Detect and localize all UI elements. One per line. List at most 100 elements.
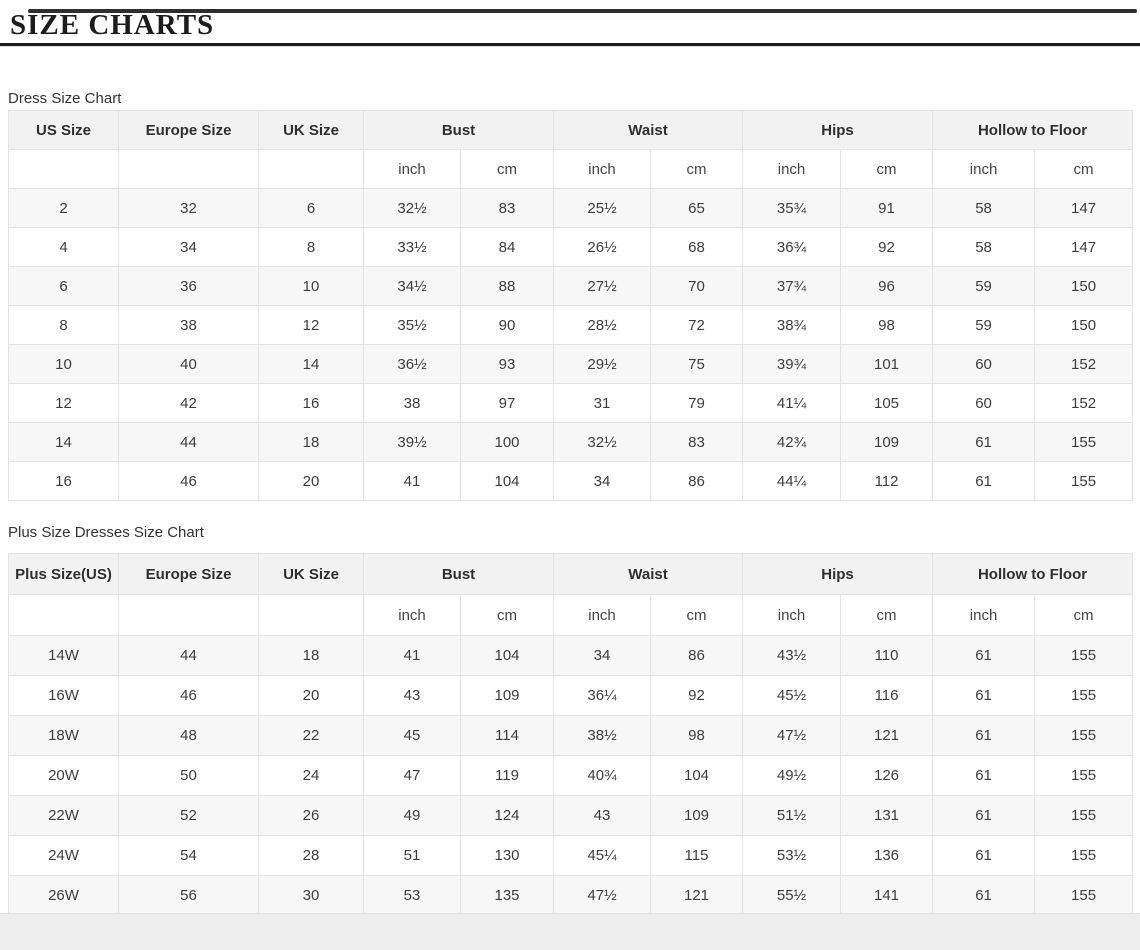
table-cell: 53½ <box>742 835 842 876</box>
empty-header-cell <box>8 594 119 636</box>
table-cell: 100 <box>460 422 554 462</box>
table-cell: 41 <box>363 635 461 676</box>
dress-size-chart-table: US Size Europe Size UK Size Bust Waist Hips Ho… <box>8 110 1134 501</box>
table-cell: 75 <box>649 344 744 384</box>
table-row: 24W 54 28 51 130 45¼ 115 53½ 136 61 155 <box>8 835 1134 876</box>
table-cell: 150 <box>1034 266 1134 306</box>
table-cell: 86 <box>649 461 744 501</box>
unit-header-row: inch cm inch cm inch cm inch cm <box>8 594 1134 636</box>
table-cell: 155 <box>1034 715 1134 756</box>
table-cell: 32 <box>118 188 259 228</box>
unit-header: cm <box>1034 594 1134 636</box>
table-cell: 32½ <box>553 422 651 462</box>
top-border-strip <box>28 9 1137 13</box>
table-cell: 109 <box>649 795 744 836</box>
table-cell: 49 <box>363 795 461 836</box>
table-cell: 88 <box>460 266 554 306</box>
table-cell: 55½ <box>742 875 842 916</box>
table-cell: 83 <box>460 188 554 228</box>
column-header: Waist <box>552 110 744 150</box>
table-cell: 93 <box>460 344 554 384</box>
table-cell: 36¾ <box>742 227 842 267</box>
table-cell: 32½ <box>363 188 461 228</box>
column-header: UK Size <box>258 110 364 150</box>
table-cell: 124 <box>460 795 554 836</box>
table-cell: 35¾ <box>742 188 842 228</box>
table-cell: 98 <box>649 715 744 756</box>
table-cell: 14W <box>8 635 119 676</box>
table-cell: 31 <box>553 383 651 423</box>
unit-header: inch <box>553 149 651 189</box>
column-header: Europe Size <box>118 553 259 595</box>
table-cell: 46 <box>118 675 259 716</box>
table-cell: 130 <box>460 835 554 876</box>
table-cell: 61 <box>932 875 1036 916</box>
table-cell: 10 <box>8 344 119 384</box>
table-cell: 79 <box>649 383 744 423</box>
table-cell: 20 <box>258 461 364 501</box>
table-cell: 97 <box>460 383 554 423</box>
table-cell: 121 <box>649 875 744 916</box>
table-cell: 45½ <box>742 675 842 716</box>
table-cell: 29½ <box>553 344 651 384</box>
column-header: Waist <box>552 553 744 595</box>
table-cell: 152 <box>1034 344 1134 384</box>
table-cell: 50 <box>118 755 259 796</box>
table-cell: 37¾ <box>742 266 842 306</box>
table-cell: 121 <box>840 715 934 756</box>
table-cell: 152 <box>1034 383 1134 423</box>
table-cell: 61 <box>932 422 1036 462</box>
header-row: Plus Size(US) Europe Size UK Size Bust Waist… <box>8 553 1134 595</box>
table-cell: 51 <box>363 835 461 876</box>
table-cell: 147 <box>1034 188 1134 228</box>
table-cell: 155 <box>1034 795 1134 836</box>
unit-header-row: inch cm inch cm inch cm inch cm <box>8 149 1134 189</box>
table-cell: 72 <box>649 305 744 345</box>
table-cell: 47½ <box>742 715 842 756</box>
table-cell: 34½ <box>363 266 461 306</box>
table-cell: 110 <box>840 635 934 676</box>
table-row: 22W 52 26 49 124 43 109 51½ 131 61 155 <box>8 795 1134 836</box>
table-cell: 49½ <box>742 755 842 796</box>
table-cell: 86 <box>649 635 744 676</box>
unit-header: inch <box>742 149 842 189</box>
table-cell: 38 <box>363 383 461 423</box>
unit-header: cm <box>649 594 744 636</box>
table-row: 12 42 16 38 97 31 79 41¼ 105 60 152 <box>8 383 1134 423</box>
table-cell: 18 <box>258 422 364 462</box>
empty-header-cell <box>258 149 364 189</box>
table-cell: 141 <box>840 875 934 916</box>
unit-header: cm <box>1034 149 1134 189</box>
table-cell: 42 <box>118 383 259 423</box>
table-cell: 65 <box>649 188 744 228</box>
table-cell: 41 <box>363 461 461 501</box>
table-cell: 35½ <box>363 305 461 345</box>
unit-header: cm <box>649 149 744 189</box>
table-cell: 44 <box>118 635 259 676</box>
table-cell: 44¼ <box>742 461 842 501</box>
table-cell: 8 <box>258 227 364 267</box>
table-cell: 41¼ <box>742 383 842 423</box>
empty-header-cell <box>8 149 119 189</box>
table-cell: 12 <box>8 383 119 423</box>
unit-header: inch <box>932 149 1036 189</box>
table-cell: 36¼ <box>553 675 651 716</box>
column-header: Hips <box>742 553 934 595</box>
table-row: 16W 46 20 43 109 36¼ 92 45½ 116 61 155 <box>8 675 1134 716</box>
table-cell: 45¼ <box>553 835 651 876</box>
table-cell: 68 <box>649 227 744 267</box>
table-cell: 46 <box>118 461 259 501</box>
table-cell: 98 <box>840 305 934 345</box>
table-cell: 104 <box>649 755 744 796</box>
table-cell: 6 <box>8 266 119 306</box>
table-cell: 43 <box>553 795 651 836</box>
table-cell: 26½ <box>553 227 651 267</box>
unit-header: inch <box>742 594 842 636</box>
table-cell: 48 <box>118 715 259 756</box>
table-cell: 16 <box>258 383 364 423</box>
empty-header-cell <box>118 149 259 189</box>
table-cell: 109 <box>840 422 934 462</box>
table-cell: 131 <box>840 795 934 836</box>
unit-header: inch <box>553 594 651 636</box>
table-cell: 27½ <box>553 266 651 306</box>
